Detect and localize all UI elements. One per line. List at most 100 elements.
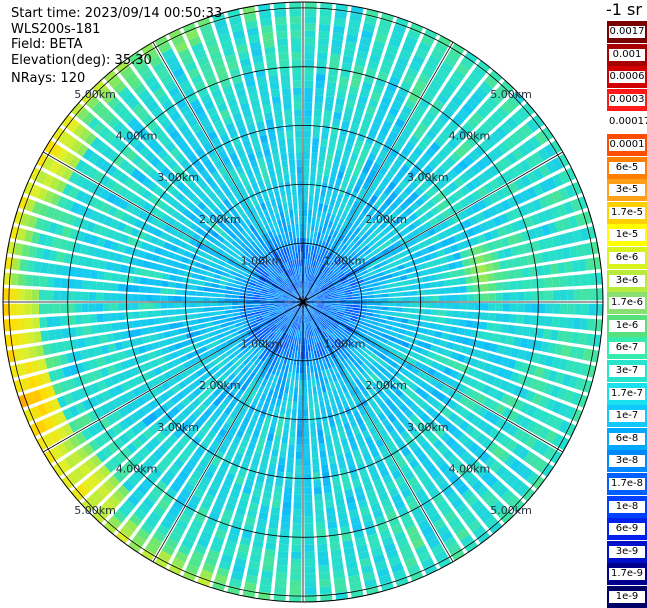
range-gate-cell xyxy=(374,306,381,310)
range-gate-cell xyxy=(332,207,338,215)
range-gate-cell xyxy=(481,293,488,301)
range-gate-cell xyxy=(153,303,160,309)
range-gate-cell xyxy=(295,373,299,380)
range-gate-cell xyxy=(305,16,317,23)
range-gate-cell xyxy=(232,306,239,309)
range-gate-cell xyxy=(426,261,434,268)
range-gate-cell xyxy=(197,286,205,291)
range-gate-cell xyxy=(381,289,389,293)
range-gate-cell xyxy=(253,300,260,302)
range-gate-cell xyxy=(326,212,331,220)
range-gate-cell xyxy=(332,32,344,40)
range-gate-cell xyxy=(331,304,338,306)
range-gate-cell xyxy=(315,508,324,516)
range-gate-cell xyxy=(90,270,98,279)
range-gate-cell xyxy=(407,325,415,331)
range-gate-cell xyxy=(329,397,335,405)
range-gate-cell xyxy=(276,399,282,407)
range-gate-cell xyxy=(492,262,500,271)
range-gate-cell xyxy=(217,302,224,305)
range-gate-cell xyxy=(274,586,286,594)
range-gate-cell xyxy=(283,102,291,110)
range-gate-cell xyxy=(337,425,344,433)
range-gate-cell xyxy=(509,314,517,323)
range-gate-cell xyxy=(323,175,329,183)
range-gate-cell xyxy=(395,287,403,292)
range-gate-cell xyxy=(267,126,275,134)
range-gate-cell xyxy=(312,145,319,153)
range-gate-cell xyxy=(434,331,442,338)
range-gate-cell xyxy=(239,292,246,295)
range-gate-cell xyxy=(264,46,275,54)
range-gate-cell xyxy=(305,23,316,30)
range-gate-cell xyxy=(422,276,430,282)
range-gate-cell xyxy=(284,210,289,218)
range-gate-cell xyxy=(269,169,276,177)
range-gate-cell xyxy=(331,46,342,54)
range-gate-cell xyxy=(329,140,337,148)
range-gate-cell xyxy=(443,325,451,332)
range-gate-cell xyxy=(76,268,84,278)
range-gate-cell xyxy=(203,307,210,311)
range-gate-cell xyxy=(268,207,274,215)
range-gate-cell xyxy=(283,371,288,379)
range-gate-cell xyxy=(96,314,104,323)
range-gate-cell xyxy=(111,273,119,281)
range-gate-cell xyxy=(324,399,330,407)
range-gate-cell xyxy=(309,245,312,252)
range-gate-cell xyxy=(366,312,374,316)
range-gate-cell xyxy=(279,146,286,154)
range-gate-cell xyxy=(324,197,330,205)
range-gate-cell xyxy=(327,521,337,529)
range-gate-cell xyxy=(153,287,161,293)
range-gate-cell xyxy=(304,402,308,409)
range-gate-cell xyxy=(62,328,70,338)
range-gate-cell xyxy=(271,397,277,405)
range-gate-cell xyxy=(303,252,305,259)
range-gate-cell xyxy=(195,336,203,343)
range-gate-cell xyxy=(552,277,560,288)
range-gate-cell xyxy=(452,311,460,318)
range-gate-cell xyxy=(210,298,217,302)
range-gate-cell xyxy=(146,295,153,301)
range-gate-cell xyxy=(367,309,374,313)
range-gate-cell xyxy=(517,303,524,312)
range-gate-cell xyxy=(335,498,344,507)
range-gate-cell xyxy=(523,280,531,290)
range-gate-cell xyxy=(312,138,319,146)
range-gate-cell xyxy=(285,124,293,132)
range-gate-cell xyxy=(267,433,274,441)
range-gate-cell xyxy=(335,447,343,455)
range-gate-cell xyxy=(303,352,305,359)
range-gate-cell xyxy=(212,320,220,325)
range-gate-cell xyxy=(60,303,67,313)
range-gate-cell xyxy=(304,145,310,152)
range-gate-cell xyxy=(168,282,176,288)
range-gate-cell xyxy=(319,443,326,451)
range-gate-cell xyxy=(453,303,460,309)
range-gate-cell xyxy=(305,9,317,16)
range-gate-cell xyxy=(319,400,324,408)
range-gate-cell xyxy=(160,288,168,294)
range-gate-cell xyxy=(292,366,296,373)
range-gate-cell xyxy=(281,196,286,204)
range-gate-cell xyxy=(279,537,289,545)
range-gate-cell xyxy=(276,24,288,32)
range-gate-cell xyxy=(317,52,327,60)
range-gate-cell xyxy=(303,380,306,387)
range-gate-cell xyxy=(509,281,517,290)
range-gate-cell xyxy=(118,322,126,330)
range-gate-cell xyxy=(546,290,553,300)
range-gate-cell xyxy=(311,437,317,445)
range-gate-cell xyxy=(193,330,201,336)
range-gate-cell xyxy=(318,565,329,573)
range-gate-cell xyxy=(313,480,321,488)
range-gate-cell xyxy=(233,312,241,316)
range-gate-cell xyxy=(401,280,409,285)
range-gate-cell xyxy=(253,294,260,297)
range-gate-cell xyxy=(287,196,292,204)
range-gate-cell xyxy=(309,402,314,409)
range-gate-cell xyxy=(110,293,117,301)
range-gate-cell xyxy=(311,430,317,438)
range-gate-cell xyxy=(531,291,538,301)
